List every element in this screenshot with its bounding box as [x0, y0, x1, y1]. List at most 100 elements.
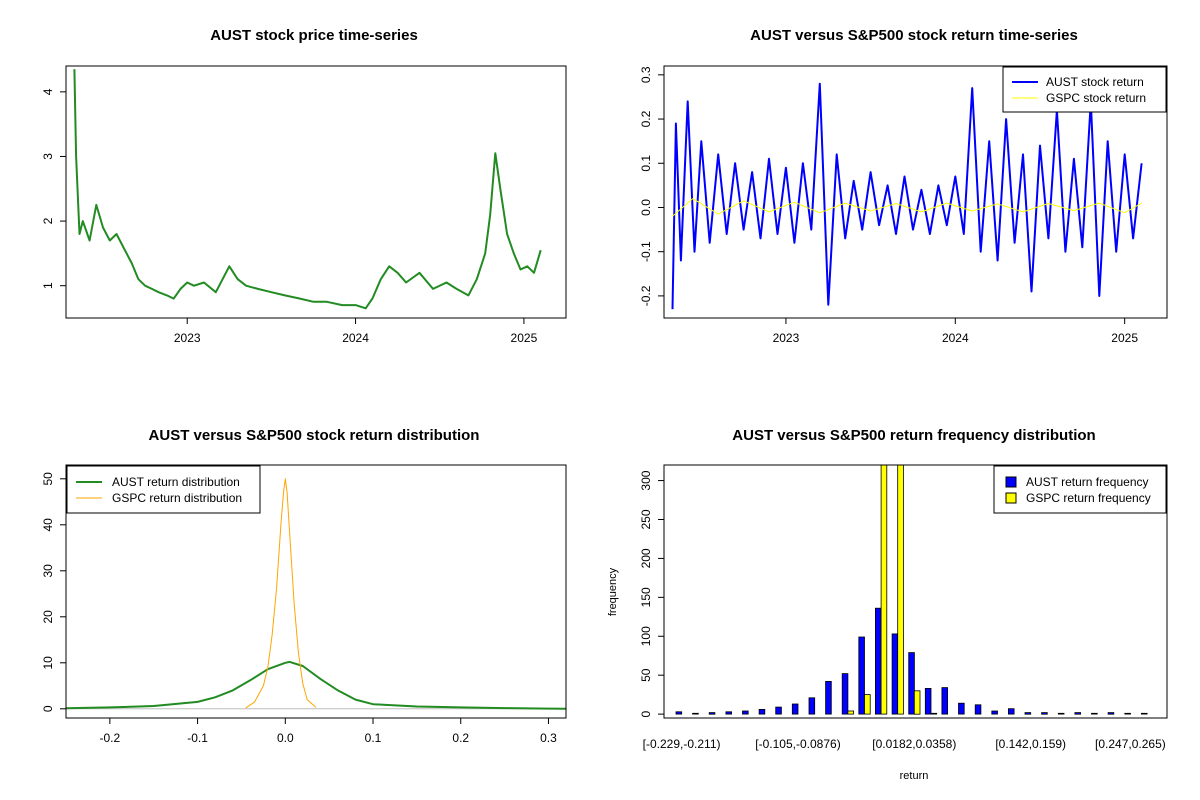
histogram-aust-bar: [858, 636, 865, 715]
histogram-aust-bar: [725, 711, 733, 715]
histogram-y-tick-label: 300: [639, 470, 653, 490]
returns-plot-area: 2023 2024 2025 -0.2 -0.1 0.0 0.1 0.2 0.3: [639, 66, 1143, 345]
histogram-y-tick-label: 250: [639, 509, 653, 529]
histogram-aust-bar: [708, 712, 716, 715]
histogram-aust-bar: [825, 681, 832, 715]
histogram-aust-bar: [692, 712, 699, 715]
histogram-legend-swatch-gspc: [1005, 492, 1017, 504]
histogram-aust-bar: [941, 687, 949, 715]
histogram-aust-bar: [841, 673, 849, 715]
histogram-gspc-bar: [864, 694, 871, 715]
density-aust-line: [65, 660, 567, 710]
density-y-tick-label: 30: [41, 564, 55, 578]
returns-gspc-line: [672, 198, 1142, 217]
histogram-legend-label-aust: AUST return frequency: [1026, 475, 1149, 489]
histogram-plot-frame: [663, 464, 1168, 719]
price-y-tick-label: 1: [41, 282, 55, 289]
returns-chart-title: AUST versus S&P500 stock return time-ser…: [750, 27, 1078, 44]
histogram-aust-bar: [791, 703, 799, 715]
histogram-y-tick-label: 0: [639, 710, 653, 717]
histogram-aust-bar: [1074, 712, 1082, 715]
price-y-tick-label: 4: [41, 88, 55, 95]
price-y-tick-label: 3: [41, 153, 55, 160]
histogram-legend-swatch-aust: [1005, 476, 1017, 488]
histogram-aust-bar: [958, 702, 965, 715]
histogram-aust-bar: [974, 704, 982, 715]
histogram-y-tick-label: 100: [639, 626, 653, 646]
histogram-y-axis-label: frequency: [607, 567, 619, 616]
histogram-aust-bar: [1008, 708, 1015, 715]
histogram-aust-bar: [808, 697, 816, 715]
histogram-aust-bar: [1057, 712, 1065, 715]
returns-y-tick-label: -0.1: [639, 241, 653, 262]
histogram-x-tick-label: [0.0182,0.0358): [872, 737, 956, 751]
density-legend: AUST return distribution GSPC return dis…: [66, 465, 261, 514]
histogram-legend-box: [993, 465, 1167, 514]
histogram-aust-bar: [1141, 712, 1148, 715]
density-y-tick-label: 40: [41, 518, 55, 532]
histogram-aust-bar: [1107, 712, 1115, 715]
returns-plot-frame: [663, 65, 1168, 319]
density-gspc-line: [245, 478, 317, 709]
density-x-tick-label: 0.0: [277, 731, 294, 745]
histogram-aust-bar: [1024, 712, 1032, 715]
returns-panel: AUST versus S&P500 stock return time-ser…: [639, 27, 1168, 345]
returns-x-tick-label: 2023: [773, 331, 800, 345]
returns-x-tick-label: 2024: [942, 331, 969, 345]
histogram-gspc-bar: [930, 712, 938, 715]
returns-legend-label-gspc: GSPC stock return: [1046, 91, 1146, 105]
returns-legend: AUST stock return GSPC stock return: [1002, 66, 1167, 113]
density-x-tick-label: -0.2: [100, 731, 121, 745]
histogram-aust-bar: [775, 706, 782, 715]
density-legend-box: [66, 465, 261, 514]
histogram-x-tick-label: [-0.105,-0.0876): [755, 737, 840, 751]
returns-aust-line: [671, 82, 1143, 310]
price-line: [73, 69, 542, 310]
histogram-aust-bar: [875, 607, 882, 715]
histogram-aust-bar: [675, 711, 683, 715]
histogram-aust-bar: [891, 633, 899, 715]
histogram-x-tick-label: [0.247,0.265): [1095, 737, 1166, 751]
density-chart-title: AUST versus S&P500 stock return distribu…: [149, 427, 480, 444]
density-legend-label-aust: AUST return distribution: [112, 475, 240, 489]
histogram-chart-title: AUST versus S&P500 return frequency dist…: [732, 427, 1095, 444]
price-x-tick-label: 2023: [174, 331, 201, 345]
histogram-aust-bar: [908, 652, 915, 715]
density-y-tick-label: 50: [41, 472, 55, 486]
histogram-aust-bar: [924, 688, 932, 715]
density-y-tick-label: 20: [41, 610, 55, 624]
returns-y-tick-label: 0.3: [639, 66, 653, 83]
histogram-plot-area: [-0.229,-0.211) [-0.105,-0.0876) [0.0182,0…: [639, 464, 1166, 751]
price-x-tick-label: 2024: [342, 331, 369, 345]
price-y-tick-label: 2: [41, 217, 55, 224]
price-plot-area: 2023 2024 2025 1 2 3 4: [41, 69, 542, 345]
density-x-tick-label: 0.1: [365, 731, 382, 745]
histogram-y-tick-label: 200: [639, 548, 653, 568]
density-panel: AUST versus S&P500 stock return distribu…: [41, 427, 567, 745]
histogram-aust-bar: [1041, 712, 1048, 715]
returns-y-tick-label: 0.0: [639, 199, 653, 216]
returns-legend-box: [1002, 66, 1167, 113]
histogram-aust-bar: [1091, 712, 1098, 715]
density-y-tick-label: 10: [41, 656, 55, 670]
histogram-gspc-bar: [897, 464, 904, 715]
returns-y-tick-label: -0.2: [639, 285, 653, 306]
returns-y-tick-label: 0.2: [639, 110, 653, 127]
price-plot-frame: [65, 65, 567, 319]
histogram-x-axis-label: return: [900, 770, 929, 782]
returns-x-tick-label: 2025: [1111, 331, 1138, 345]
histogram-aust-bar: [1124, 712, 1131, 715]
density-x-tick-label: -0.1: [187, 731, 208, 745]
density-plot-area: -0.2 -0.1 0.0 0.1 0.2 0.3 0 10 20 30 40 50: [41, 472, 567, 745]
histogram-gspc-bar: [847, 710, 855, 715]
histogram-gspc-bar: [913, 690, 921, 715]
price-x-tick-label: 2025: [511, 331, 538, 345]
histogram-legend: AUST return frequency GSPC return freque…: [993, 465, 1167, 514]
density-y-tick-label: 0: [41, 705, 55, 712]
histogram-y-tick-label: 150: [639, 587, 653, 607]
price-panel: AUST stock price time-series 2023 2024 202…: [41, 27, 567, 345]
density-plot-frame: [65, 464, 567, 719]
returns-y-tick-label: 0.1: [639, 155, 653, 172]
histogram-y-tick-label: 50: [639, 668, 653, 682]
